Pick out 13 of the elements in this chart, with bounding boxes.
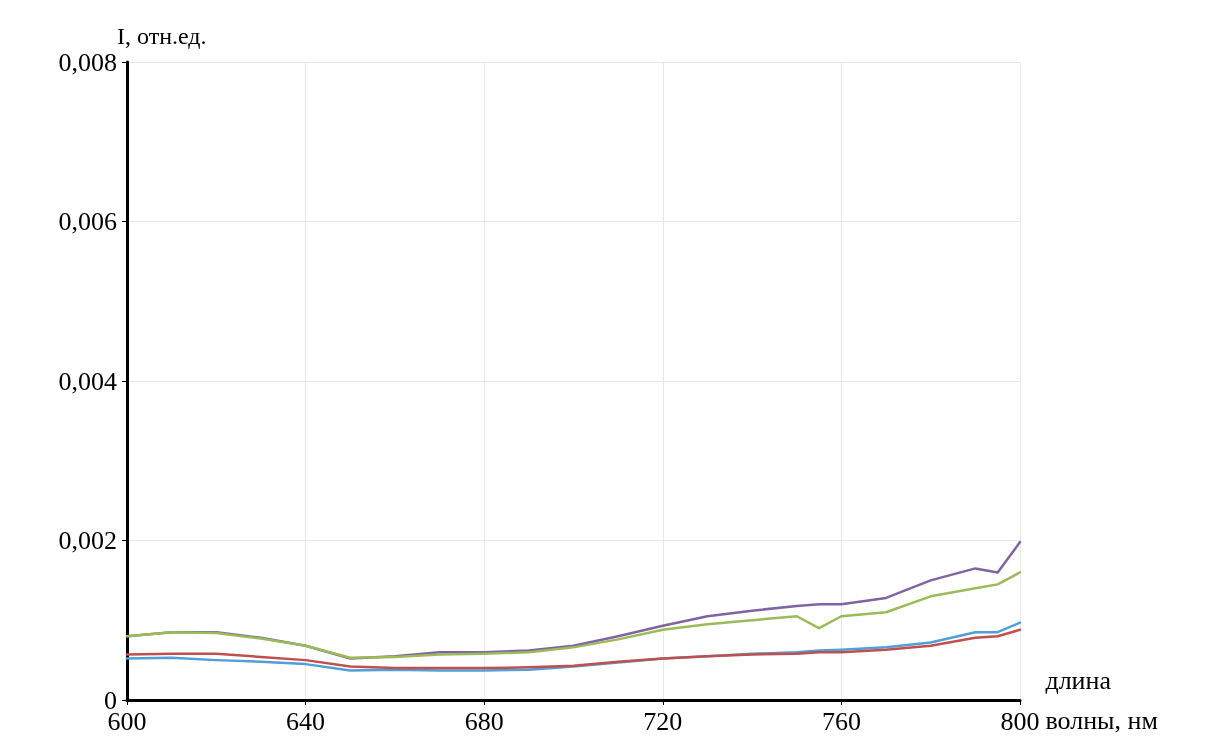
line-series — [125, 628, 1022, 670]
y-tick-label: 0,006 — [58, 207, 117, 236]
x-tick-label: 760 — [821, 706, 861, 736]
x-tick-label: 640 — [286, 706, 326, 736]
x-tick-label: 720 — [643, 706, 683, 736]
y-tick-label: 0,002 — [58, 526, 117, 555]
y-tick-label: 0,008 — [58, 47, 117, 77]
line-series — [125, 571, 1022, 659]
x-tick-label: 800 — [1000, 706, 1040, 736]
x-tick-label: 680 — [464, 706, 504, 736]
y-tick-label: 0,004 — [58, 366, 117, 396]
x-axis-title: длина волны, нм — [1045, 665, 1158, 735]
y-axis-title: I, отн.ед. — [117, 23, 207, 49]
